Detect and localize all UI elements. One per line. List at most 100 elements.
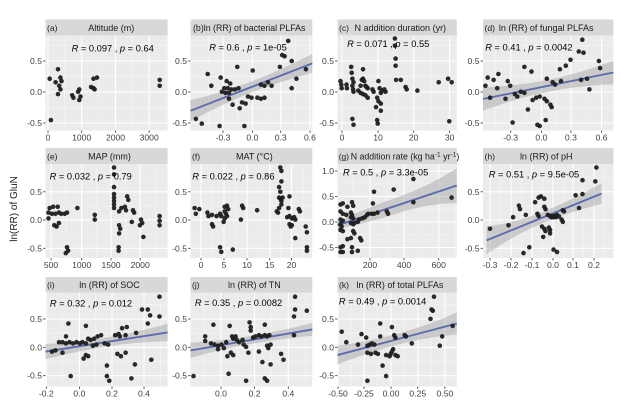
svg-text:MAT (°C): MAT (°C) (236, 151, 273, 161)
svg-text:-0.5: -0.5 (319, 243, 334, 253)
svg-text:600: 600 (432, 260, 447, 270)
svg-text:0.2: 0.2 (588, 260, 600, 270)
svg-text:(k): (k) (339, 280, 349, 290)
svg-text:30: 30 (445, 132, 455, 142)
svg-text:0.0: 0.0 (215, 388, 227, 398)
svg-text:1000: 1000 (72, 260, 91, 270)
svg-text:0.0: 0.0 (322, 87, 334, 97)
svg-text:-0.3: -0.3 (503, 132, 518, 142)
svg-text:0.5: 0.5 (175, 56, 187, 66)
svg-text:-0.5: -0.5 (319, 118, 334, 128)
svg-text:R = 0.49 , p = 0.0014: R = 0.49 , p = 0.0014 (339, 297, 426, 307)
svg-text:(g): (g) (339, 151, 349, 161)
svg-text:R = 0.6 , p = 1e-05: R = 0.6 , p = 1e-05 (209, 42, 287, 52)
svg-text:0.0: 0.0 (468, 87, 480, 97)
svg-text:R = 0.097 , p = 0.64: R = 0.097 , p = 0.64 (72, 43, 154, 53)
svg-text:-0.5: -0.5 (465, 118, 480, 128)
svg-text:R = 0.35 , p = 0.0082: R = 0.35 , p = 0.0082 (195, 298, 282, 308)
svg-text:1.0: 1.0 (322, 166, 334, 176)
svg-text:0.3: 0.3 (565, 132, 577, 142)
svg-text:0.5: 0.5 (322, 192, 334, 202)
svg-text:0.4: 0.4 (282, 388, 294, 398)
svg-text:1500: 1500 (101, 260, 120, 270)
svg-text:-0.5: -0.5 (172, 243, 187, 253)
svg-text:(i): (i) (47, 280, 55, 290)
svg-text:R = 0.032 , p = 0.79: R = 0.032 , p = 0.79 (50, 171, 132, 181)
svg-text:-0.2: -0.2 (39, 388, 54, 398)
svg-text:R = 0.5 , p = 3.3e-05: R = 0.5 , p = 3.3e-05 (343, 167, 428, 177)
svg-text:0.0: 0.0 (30, 215, 42, 225)
svg-text:20: 20 (409, 132, 419, 142)
svg-text:0.5: 0.5 (30, 187, 42, 197)
svg-text:-0.1: -0.1 (525, 260, 540, 270)
svg-text:1000: 1000 (72, 132, 91, 142)
svg-text:-0.5: -0.5 (465, 243, 480, 253)
svg-text:0: 0 (199, 260, 204, 270)
svg-text:0.3: 0.3 (275, 132, 287, 142)
svg-text:0.5: 0.5 (175, 314, 187, 324)
svg-text:(c): (c) (339, 23, 349, 33)
svg-text:0.0: 0.0 (246, 132, 258, 142)
svg-text:0.0: 0.0 (175, 342, 187, 352)
svg-text:N addition rate (kg ha-1 yr-1): N addition rate (kg ha-1 yr-1) (351, 151, 460, 161)
svg-text:(h): (h) (485, 151, 496, 161)
svg-text:R = 0.022 , p = 0.86: R = 0.022 , p = 0.86 (192, 172, 274, 182)
svg-text:(j): (j) (192, 280, 200, 290)
svg-text:(a): (a) (47, 23, 58, 33)
svg-text:ln (RR) of fungal PLFAs: ln (RR) of fungal PLFAs (499, 23, 594, 33)
svg-text:-0.5: -0.5 (27, 371, 42, 381)
svg-text:-0.5: -0.5 (27, 118, 42, 128)
svg-text:-0.3: -0.3 (483, 260, 498, 270)
svg-text:-0.5: -0.5 (172, 118, 187, 128)
svg-text:0.5: 0.5 (322, 56, 334, 66)
svg-text:0: 0 (46, 132, 51, 142)
svg-text:0.0: 0.0 (468, 215, 480, 225)
svg-text:200: 200 (363, 260, 378, 270)
svg-text:(d): (d) (485, 23, 496, 33)
svg-text:-0.25: -0.25 (354, 388, 374, 398)
svg-text:2000: 2000 (106, 132, 125, 142)
svg-text:N addition duration (yr): N addition duration (yr) (355, 23, 447, 33)
svg-text:400: 400 (397, 260, 412, 270)
svg-text:0.5: 0.5 (175, 187, 187, 197)
svg-text:0.6: 0.6 (304, 132, 316, 142)
svg-text:MAP (mm): MAP (mm) (88, 151, 131, 161)
svg-text:0.5: 0.5 (322, 314, 334, 324)
svg-text:-0.5: -0.5 (319, 371, 334, 381)
svg-text:0.25: 0.25 (409, 388, 426, 398)
svg-text:R = 0.32 , p = 0.012: R = 0.32 , p = 0.012 (50, 299, 132, 309)
svg-text:2000: 2000 (131, 260, 150, 270)
svg-text:10: 10 (373, 132, 383, 142)
svg-text:0.2: 0.2 (249, 388, 261, 398)
svg-text:500: 500 (44, 260, 59, 270)
svg-text:(f): (f) (192, 151, 200, 161)
svg-text:3000: 3000 (140, 132, 159, 142)
svg-text:0.1: 0.1 (567, 260, 579, 270)
svg-text:ln(RR) of GluN: ln(RR) of GluN (9, 176, 20, 242)
svg-text:0.0: 0.0 (535, 132, 547, 142)
svg-text:0.5: 0.5 (30, 314, 42, 324)
svg-text:ln (RR) of total PLFAs: ln (RR) of total PLFAs (356, 280, 444, 290)
svg-text:0: 0 (340, 132, 345, 142)
svg-text:0.0: 0.0 (322, 342, 334, 352)
svg-text:0.0: 0.0 (30, 87, 42, 97)
svg-text:5: 5 (222, 260, 227, 270)
svg-text:R = 0.51 , p = 9.5e-05: R = 0.51 , p = 9.5e-05 (489, 170, 579, 180)
svg-text:ln (RR) of SOC: ln (RR) of SOC (79, 280, 140, 290)
svg-text:0.0: 0.0 (175, 215, 187, 225)
svg-text:R = 0.071 , p = 0.55: R = 0.071 , p = 0.55 (347, 39, 429, 49)
svg-text:-0.5: -0.5 (172, 371, 187, 381)
svg-text:15: 15 (265, 260, 275, 270)
svg-text:0.0: 0.0 (175, 87, 187, 97)
svg-text:-0.50: -0.50 (328, 388, 348, 398)
svg-text:0.0: 0.0 (30, 342, 42, 352)
svg-text:Altitude (m): Altitude (m) (88, 23, 134, 33)
svg-text:0.5: 0.5 (468, 56, 480, 66)
svg-text:(b)ln (RR) of bacterial PLFAs: (b)ln (RR) of bacterial PLFAs (193, 23, 306, 33)
svg-text:-0.3: -0.3 (216, 132, 231, 142)
svg-text:(e): (e) (47, 151, 58, 161)
svg-text:-0.5: -0.5 (27, 243, 42, 253)
svg-text:0.0: 0.0 (547, 260, 559, 270)
svg-text:0.5: 0.5 (30, 56, 42, 66)
svg-text:-0.2: -0.2 (504, 260, 519, 270)
